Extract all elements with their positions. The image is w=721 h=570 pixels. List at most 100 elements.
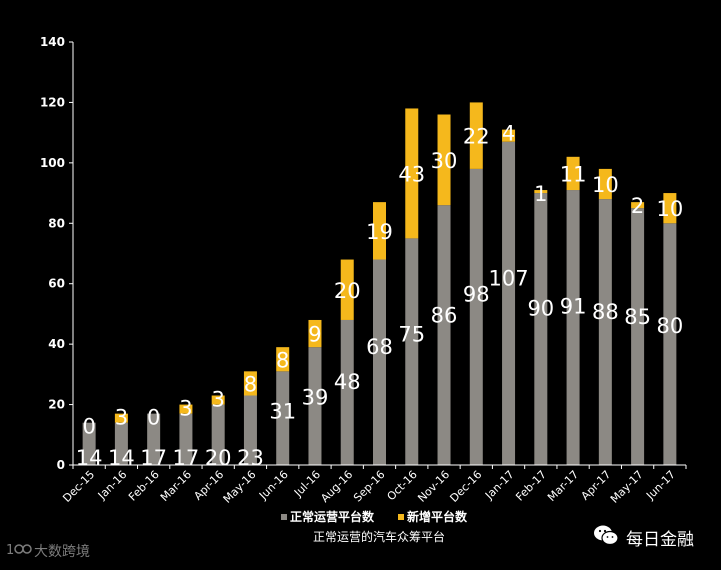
bar-normal-operating (437, 205, 451, 465)
bar-normal-operating (566, 190, 580, 466)
x-tick-label: May-17 (608, 468, 646, 506)
legend: 正常运营平台数 新增平台数 (281, 509, 468, 524)
bar-new-platforms (308, 319, 322, 348)
bar-normal-operating (147, 413, 161, 465)
data-label-normal-operating: 14 (76, 446, 103, 470)
bar-normal-operating (502, 141, 516, 465)
data-label-new-platforms: 10 (592, 173, 619, 197)
bar-new-platforms (211, 395, 225, 405)
bar-normal-operating (663, 223, 677, 465)
wechat-icon (592, 523, 620, 552)
legend-label-series-0: 正常运营平台数 (290, 509, 375, 524)
data-label-normal-operating: 20 (205, 446, 232, 470)
bar-new-platforms (405, 108, 419, 239)
data-label-normal-operating: 75 (398, 323, 425, 347)
bar-new-platforms (114, 413, 128, 423)
bar-normal-operating (179, 413, 193, 465)
bar-normal-operating (631, 208, 645, 465)
bar-normal-operating (405, 238, 419, 465)
x-tick-label: Jan-16 (95, 468, 130, 503)
data-label-normal-operating: 17 (173, 446, 200, 470)
data-label-new-platforms: 43 (398, 162, 425, 186)
bar-normal-operating (469, 168, 483, 465)
watermark-right: 每日金融 (592, 523, 694, 552)
x-tick-label: Oct-16 (385, 468, 420, 503)
logo-100-icon: 1 (6, 541, 32, 561)
y-axis: 0 20 40 60 80 100 120 140 (40, 35, 74, 472)
data-labels: 1401431701732032383183994820681975438630… (76, 122, 683, 470)
data-label-new-platforms: 4 (502, 122, 515, 146)
data-label-new-platforms: 30 (431, 149, 458, 173)
data-label-new-platforms: 8 (244, 372, 257, 396)
data-label-normal-operating: 91 (560, 295, 587, 319)
data-label-normal-operating: 98 (463, 282, 490, 306)
y-tick-label: 80 (48, 216, 65, 230)
data-label-new-platforms: 3 (115, 406, 128, 430)
x-tick-label: Jun-17 (643, 468, 678, 503)
svg-text:1: 1 (6, 543, 14, 557)
y-tick-label: 20 (48, 398, 65, 412)
bar-new-platforms (276, 347, 290, 372)
x-tick-label: Mar-16 (158, 468, 194, 504)
data-label-new-platforms: 11 (560, 162, 587, 186)
data-label-normal-operating: 80 (657, 314, 684, 338)
data-label-normal-operating: 88 (592, 300, 619, 324)
x-tick-label: May-16 (221, 468, 259, 506)
bar-new-platforms (663, 193, 677, 224)
y-tick-label: 0 (57, 458, 65, 472)
data-label-normal-operating: 68 (366, 335, 393, 359)
y-tick-label: 140 (40, 35, 65, 49)
bar-normal-operating (598, 199, 612, 465)
x-axis: Dec-15Jan-16Feb-16Mar-16Apr-16May-16Jun-… (60, 464, 687, 506)
data-label-normal-operating: 107 (489, 266, 529, 290)
y-tick-label: 60 (48, 277, 65, 291)
data-label-normal-operating: 86 (431, 303, 458, 327)
bar-normal-operating (340, 319, 354, 465)
x-tick-label: Feb-16 (126, 468, 162, 504)
x-tick-label: Dec-15 (60, 468, 97, 505)
x-tick-label: Feb-17 (513, 468, 549, 504)
data-label-new-platforms: 2 (631, 194, 644, 218)
bar-normal-operating (534, 193, 548, 466)
bar-normal-operating (276, 371, 290, 465)
bar-new-platforms (534, 190, 548, 194)
x-tick-label: Sep-16 (351, 468, 388, 505)
data-label-new-platforms: 0 (147, 406, 160, 430)
data-label-normal-operating: 39 (302, 386, 329, 410)
legend-swatch-series-0 (281, 514, 287, 520)
x-tick-label: Nov-16 (415, 468, 452, 505)
bar-normal-operating (373, 259, 386, 465)
x-tick-label: Jun-16 (256, 468, 291, 503)
bar-new-platforms (469, 102, 483, 169)
data-label-new-platforms: 8 (276, 348, 289, 372)
x-tick-label: Jan-17 (482, 468, 517, 503)
bar-new-platforms (502, 129, 516, 142)
bar-normal-operating (243, 395, 257, 465)
data-label-normal-operating: 48 (334, 370, 361, 394)
y-tick-label: 40 (48, 337, 65, 351)
bar-new-platforms (179, 404, 193, 414)
legend-swatch-series-1 (398, 514, 404, 520)
data-label-new-platforms: 0 (82, 415, 95, 439)
bars (82, 102, 677, 466)
bar-new-platforms (598, 168, 612, 200)
data-label-normal-operating: 17 (140, 446, 167, 470)
bar-normal-operating (211, 404, 225, 465)
y-tick-label: 120 (40, 95, 65, 109)
x-tick-label: Aug-16 (318, 468, 355, 505)
data-label-new-platforms: 22 (463, 125, 490, 149)
x-tick-label: Mar-17 (545, 468, 581, 504)
watermark-right-text: 每日金融 (626, 530, 694, 550)
bar-normal-operating (82, 422, 96, 465)
bar-new-platforms (566, 156, 580, 191)
bar-new-platforms (243, 371, 257, 396)
bar-new-platforms (437, 114, 451, 206)
data-label-new-platforms: 20 (334, 279, 361, 303)
legend-label-series-1: 新增平台数 (407, 509, 468, 524)
data-label-new-platforms: 19 (366, 220, 393, 244)
watermark-left: 1 大数跨境 (6, 541, 90, 561)
data-label-normal-operating: 85 (624, 305, 651, 329)
chart-caption: 正常运营的汽车众筹平台 (313, 529, 445, 544)
data-label-new-platforms: 9 (308, 323, 321, 347)
